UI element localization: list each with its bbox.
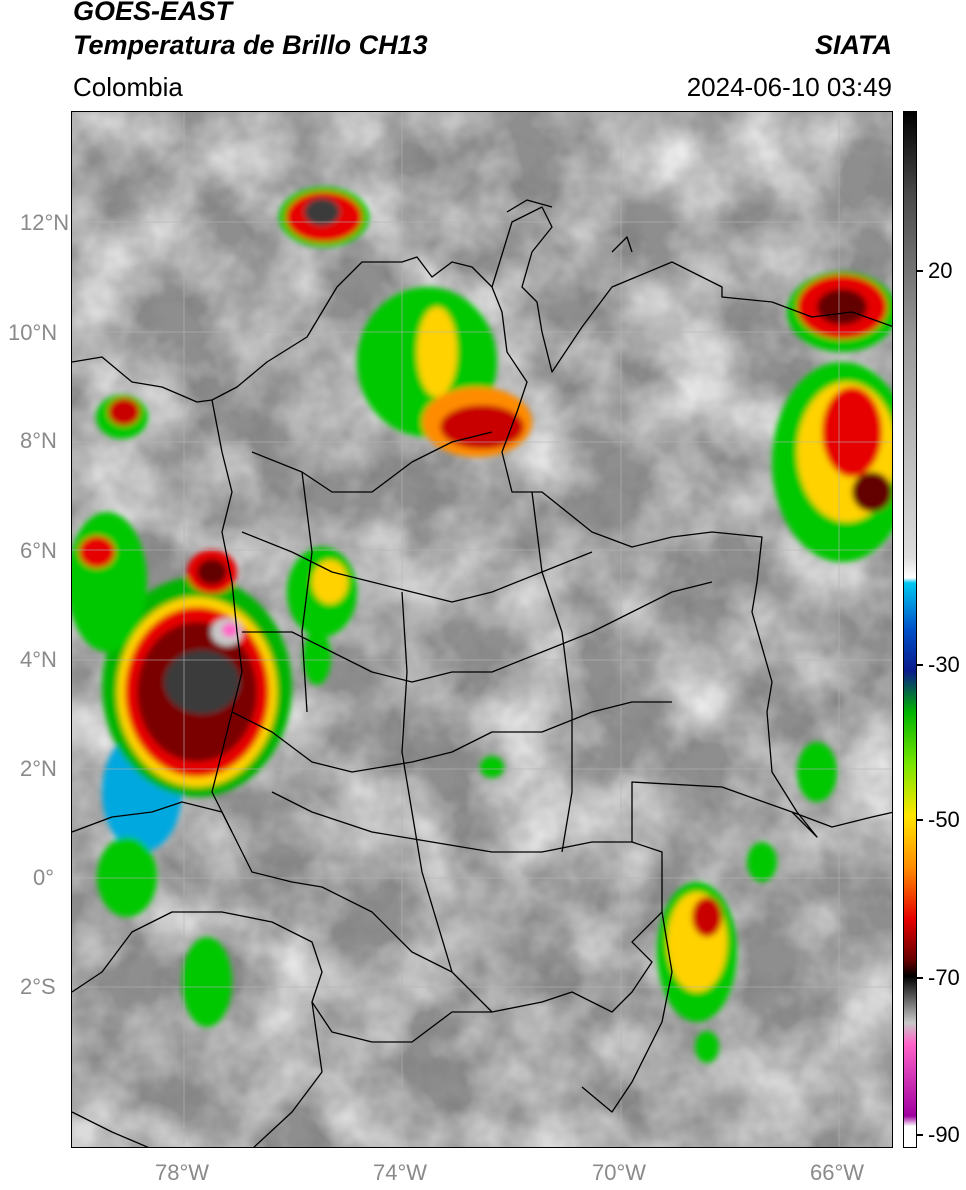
- lat-label-8n: 8°N: [20, 428, 57, 453]
- lat-label-2n: 2°N: [20, 756, 57, 781]
- colorbar-tick: [917, 977, 923, 979]
- satellite-map[interactable]: [71, 111, 893, 1148]
- colorbar-label-20: 20: [928, 258, 953, 283]
- lon-label-78w: 78°W: [155, 1160, 210, 1185]
- organization-label: SIATA: [815, 30, 892, 60]
- graticule: [72, 112, 892, 1147]
- colorbar-tick: [917, 664, 923, 666]
- colorbar: [903, 111, 917, 1148]
- country-borders: [72, 199, 892, 1147]
- lon-label-66w: 66°W: [810, 1160, 865, 1185]
- colorbar-tick: [917, 270, 923, 272]
- map-svg: [72, 112, 892, 1147]
- region-label: Colombia: [73, 72, 183, 102]
- title-line-2: Temperatura de Brillo CH13: [73, 30, 428, 60]
- colorbar-label-minus90: -90: [928, 1122, 960, 1147]
- lat-label-6n: 6°N: [20, 538, 57, 563]
- lat-label-12n: 12°N: [20, 210, 70, 235]
- colorbar-label-minus30: -30: [928, 652, 960, 677]
- title-line-1: GOES-EAST: [73, 0, 233, 26]
- storm-cells: [72, 187, 892, 1063]
- colorbar-label-minus50: -50: [928, 807, 960, 832]
- lat-label-4n: 4°N: [20, 647, 57, 672]
- lat-label-10n: 10°N: [8, 320, 58, 345]
- lon-label-74w: 74°W: [373, 1160, 428, 1185]
- colorbar-tick: [917, 1134, 923, 1136]
- lon-label-70w: 70°W: [592, 1160, 647, 1185]
- datetime-label: 2024-06-10 03:49: [686, 72, 892, 102]
- colorbar-tick: [917, 819, 923, 821]
- lat-label-0: 0°: [33, 865, 55, 890]
- lat-label-2s: 2°S: [20, 974, 56, 999]
- colorbar-label-minus70: -70: [928, 965, 960, 990]
